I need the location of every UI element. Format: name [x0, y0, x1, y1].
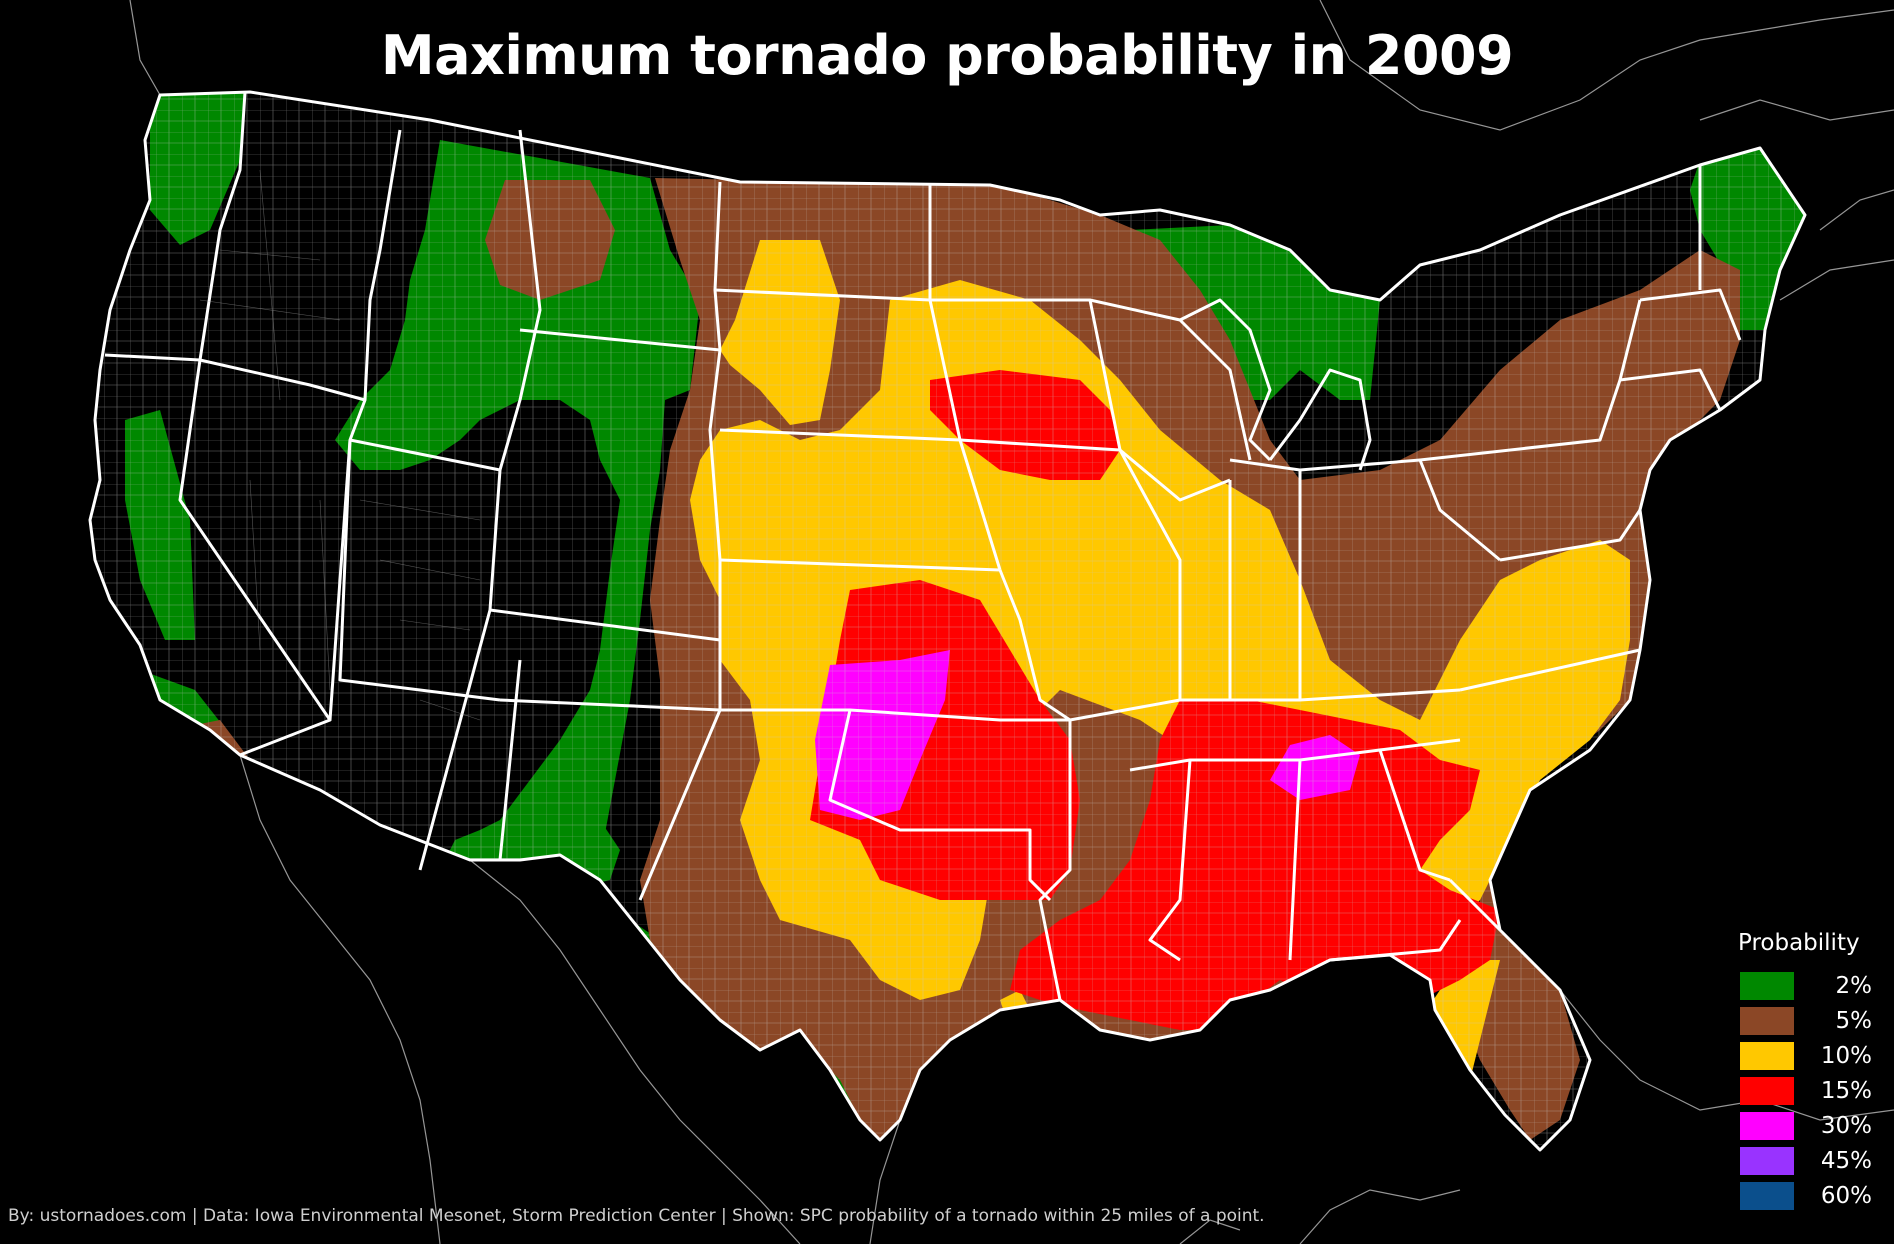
- legend-title: Probability: [1738, 930, 1860, 956]
- legend-swatch: [1740, 1181, 1794, 1210]
- map-title: Maximum tornado probability in 2009: [380, 24, 1514, 87]
- credits-footer: By: ustornadoes.com | Data: Iowa Environ…: [8, 1206, 1265, 1226]
- legend-item-2pct: 2%: [1740, 968, 1890, 1003]
- legend-item-30pct: 30%: [1740, 1108, 1890, 1143]
- legend-swatch: [1740, 1006, 1794, 1035]
- legend-item-15pct: 15%: [1740, 1073, 1890, 1108]
- legend-item-45pct: 45%: [1740, 1143, 1890, 1178]
- legend-swatch: [1740, 1111, 1794, 1140]
- legend: Probability 2% 5% 10% 15% 30% 45% 60%: [1738, 930, 1890, 1213]
- outer-coastlines: [129, 0, 1894, 1244]
- legend-item-5pct: 5%: [1740, 1003, 1890, 1038]
- legend-label: 30%: [1820, 1112, 1872, 1139]
- state-borders: [88, 90, 1807, 1152]
- legend-item-10pct: 10%: [1740, 1038, 1890, 1073]
- county-lines-west: [199, 169, 481, 721]
- legend-label: 5%: [1835, 1007, 1873, 1034]
- legend-label: 60%: [1820, 1182, 1872, 1209]
- legend-swatch: [1740, 1146, 1794, 1175]
- legend-label: 10%: [1820, 1042, 1872, 1069]
- legend-item-60pct: 60%: [1740, 1178, 1890, 1213]
- legend-label: 45%: [1820, 1147, 1872, 1174]
- legend-swatch: [1740, 1041, 1794, 1070]
- legend-label: 2%: [1835, 972, 1873, 999]
- legend-swatch: [1740, 971, 1794, 1000]
- legend-swatch: [1740, 1076, 1794, 1105]
- legend-label: 15%: [1820, 1077, 1872, 1104]
